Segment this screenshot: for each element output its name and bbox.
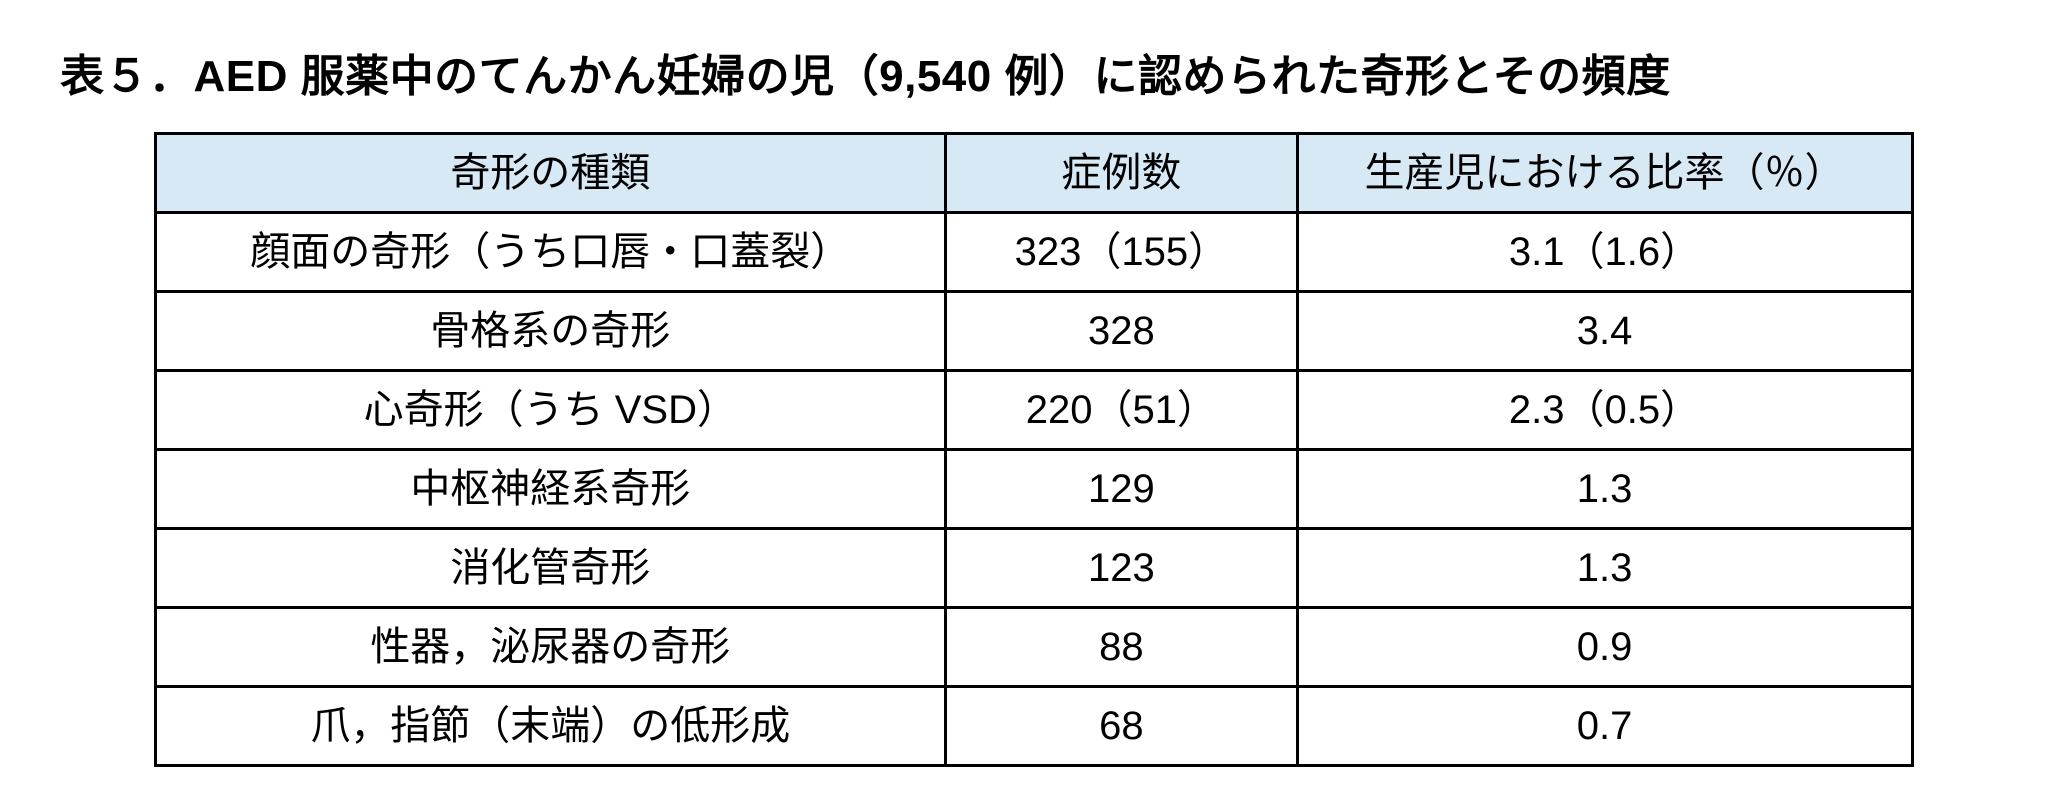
- cell-type: 顔面の奇形（うち口唇・口蓋裂）: [155, 213, 946, 292]
- cell-type: 爪，指節（末端）の低形成: [155, 687, 946, 766]
- cell-type: 中枢神経系奇形: [155, 450, 946, 529]
- cell-cases: 123: [946, 529, 1297, 608]
- cell-cases: 68: [946, 687, 1297, 766]
- cell-type: 心奇形（うち VSD）: [155, 371, 946, 450]
- cell-cases: 328: [946, 292, 1297, 371]
- table-row: 顔面の奇形（うち口唇・口蓋裂） 323（155） 3.1（1.6）: [155, 213, 1912, 292]
- table-row: 心奇形（うち VSD） 220（51） 2.3（0.5）: [155, 371, 1912, 450]
- table-title: 表５．AED 服薬中のてんかん妊婦の児（9,540 例）に認められた奇形とその頻…: [60, 40, 2007, 104]
- cell-type: 消化管奇形: [155, 529, 946, 608]
- table-wrapper: 奇形の種類 症例数 生産児における比率（％） 顔面の奇形（うち口唇・口蓋裂） 3…: [60, 132, 2007, 767]
- table-row: 中枢神経系奇形 129 1.3: [155, 450, 1912, 529]
- col-header-type: 奇形の種類: [155, 134, 946, 213]
- cell-ratio: 2.3（0.5）: [1297, 371, 1912, 450]
- table-row: 性器，泌尿器の奇形 88 0.9: [155, 608, 1912, 687]
- col-header-ratio: 生産児における比率（％）: [1297, 134, 1912, 213]
- cell-ratio: 1.3: [1297, 529, 1912, 608]
- cell-ratio: 3.4: [1297, 292, 1912, 371]
- cell-type: 骨格系の奇形: [155, 292, 946, 371]
- cell-ratio: 1.3: [1297, 450, 1912, 529]
- cell-cases: 129: [946, 450, 1297, 529]
- col-header-cases: 症例数: [946, 134, 1297, 213]
- cell-ratio: 0.9: [1297, 608, 1912, 687]
- cell-ratio: 0.7: [1297, 687, 1912, 766]
- cell-cases: 220（51）: [946, 371, 1297, 450]
- malformation-table: 奇形の種類 症例数 生産児における比率（％） 顔面の奇形（うち口唇・口蓋裂） 3…: [154, 132, 1914, 767]
- table-row: 爪，指節（末端）の低形成 68 0.7: [155, 687, 1912, 766]
- cell-type: 性器，泌尿器の奇形: [155, 608, 946, 687]
- table-row: 骨格系の奇形 328 3.4: [155, 292, 1912, 371]
- table-header-row: 奇形の種類 症例数 生産児における比率（％）: [155, 134, 1912, 213]
- cell-ratio: 3.1（1.6）: [1297, 213, 1912, 292]
- cell-cases: 88: [946, 608, 1297, 687]
- cell-cases: 323（155）: [946, 213, 1297, 292]
- table-row: 消化管奇形 123 1.3: [155, 529, 1912, 608]
